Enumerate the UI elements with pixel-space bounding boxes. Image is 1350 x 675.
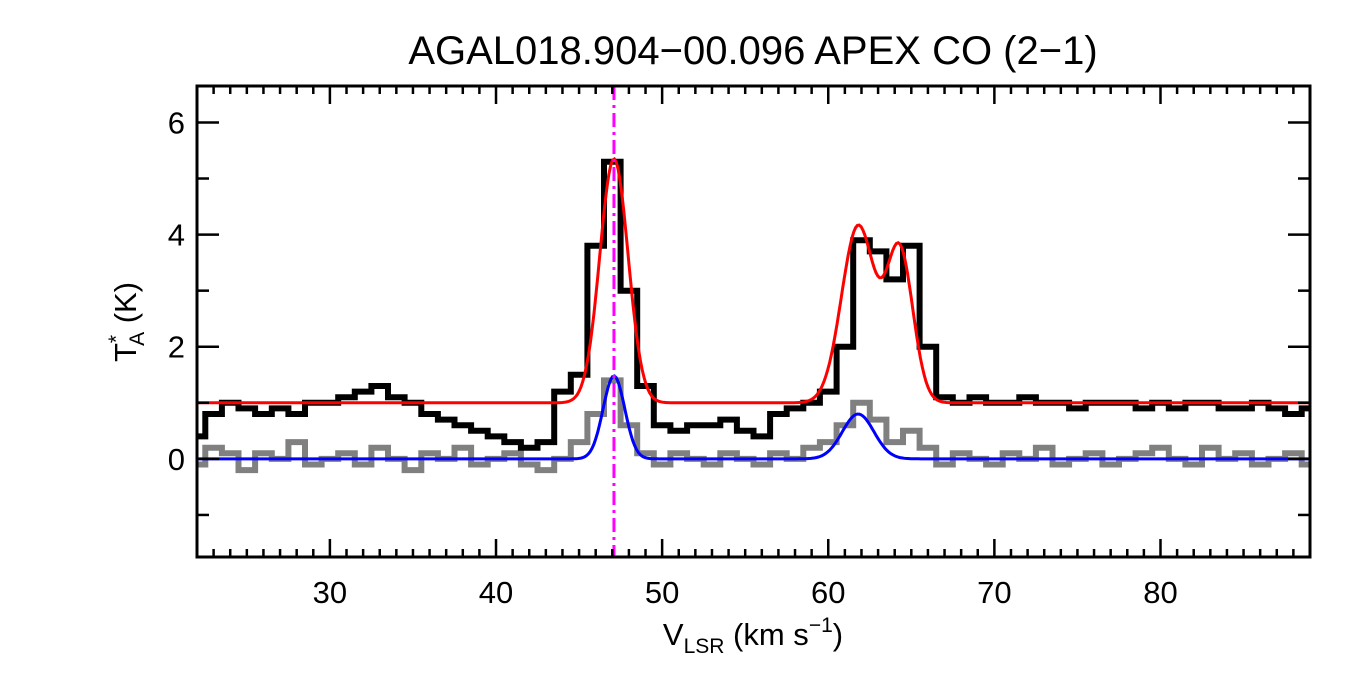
y-axis-label-main: T — [108, 343, 143, 362]
x-tick-label: 40 — [479, 575, 513, 610]
y-tick-label: 4 — [168, 218, 185, 253]
chart-title: AGAL018.904−00.096 APEX CO (2−1) — [408, 29, 1097, 73]
x-tick-label: 80 — [1143, 575, 1177, 610]
x-tick-label: 50 — [645, 575, 679, 610]
series-fit — [197, 374, 1310, 461]
x-tick-label: 30 — [313, 575, 347, 610]
y-tick-label: 6 — [168, 105, 185, 140]
x-axis-label-sup: −1 — [809, 614, 833, 637]
plot-frame — [195, 84, 1312, 559]
y-axis-label-sub: A — [126, 332, 149, 346]
x-axis-label: VLSR (km s−1) — [663, 614, 843, 658]
x-tick-label: 70 — [977, 575, 1011, 610]
x-axis-label-end: ) — [833, 617, 843, 652]
x-tick-label: 60 — [811, 575, 845, 610]
y-axis-label-rest: (K) — [108, 282, 143, 332]
y-tick-label: 2 — [168, 330, 185, 365]
x-axis-label-sub: LSR — [684, 635, 725, 658]
y-axis-label-sup: * — [105, 335, 128, 343]
y-axis-label: T*A (K) — [105, 282, 149, 362]
series-fit-offset — [197, 156, 1310, 405]
y-tick-label: 0 — [168, 442, 185, 477]
x-axis-label-main: V — [663, 617, 684, 652]
x-axis-label-rest: (km s — [724, 617, 808, 652]
series-observed-offset — [197, 158, 1310, 451]
